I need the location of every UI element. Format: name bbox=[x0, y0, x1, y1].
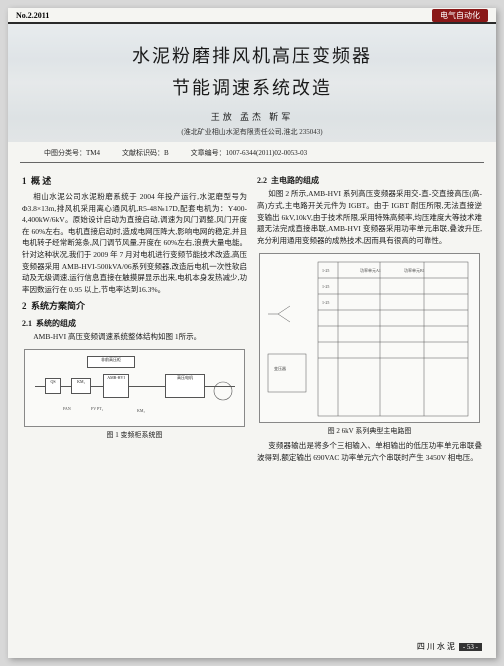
svg-text:1-25: 1-25 bbox=[322, 284, 329, 289]
figure-2-caption: 图 2 6kV 系列典型主电路图 bbox=[257, 426, 482, 437]
page-number: - 53 - bbox=[459, 643, 482, 651]
para-3: 如图 2 所示,AMB-HVI 系列高压变频器采用交-直-交直接高压(高-高)方… bbox=[257, 188, 482, 246]
title-line-1: 水泥粉磨排风机高压变频器 bbox=[8, 42, 496, 68]
affiliation: (淮北矿业相山水泥有限责任公司,淮北 235043) bbox=[8, 127, 496, 137]
title-line-2: 节能调速系统改造 bbox=[8, 74, 496, 100]
body-columns: 1 概 述 相山水泥公司水泥粉磨系统于 2004 年投产运行,水泥磨型号为 Φ3… bbox=[8, 163, 496, 464]
fig1-qs: QS bbox=[45, 378, 61, 394]
title-banner: 水泥粉磨排风机高压变频器 节能调速系统改造 王放 孟杰 靳军 (淮北矿业相山水泥… bbox=[8, 24, 496, 142]
article-id: 文章编号：1007-6344(2011)02-0053-03 bbox=[191, 148, 307, 158]
left-column: 1 概 述 相山水泥公司水泥粉磨系统于 2004 年投产运行,水泥磨型号为 Φ3… bbox=[22, 171, 247, 464]
authors: 王放 孟杰 靳军 bbox=[8, 110, 496, 123]
circuit-diagram-icon: 1-25 1-25 1-25 功率单元A1 功率单元B1 变压器 bbox=[260, 254, 479, 422]
fig1-fan: FAN bbox=[63, 406, 71, 412]
section-22-head: 2.2 主电路的组成 bbox=[257, 175, 482, 187]
para-4: 变频器输出是将多个三相输入、单相输出的低压功率单元串联叠波得到,额定输出 690… bbox=[257, 440, 482, 463]
fig1-pt: FV PT₁ bbox=[91, 406, 103, 412]
journal-name: 四 川 水 泥 bbox=[417, 642, 455, 651]
fig1-amb: AMB-HVI bbox=[103, 374, 129, 398]
para-2: AMB-HVI 高压变频调速系统整体结构如图 1所示。 bbox=[22, 331, 247, 343]
classification-row: 中图分类号：TM4 文献标识码：B 文章编号：1007-6344(2011)02… bbox=[20, 142, 484, 163]
fig1-box-top: 非前高压柜 bbox=[87, 356, 135, 368]
motor-icon bbox=[212, 380, 234, 402]
svg-text:功率单元B1: 功率单元B1 bbox=[404, 267, 425, 273]
figure-2: 1-25 1-25 1-25 功率单元A1 功率单元B1 变压器 bbox=[259, 253, 480, 423]
section-21-head: 2.1 系统的组成 bbox=[22, 318, 247, 330]
fig1-hv: 高压电机 bbox=[165, 374, 205, 398]
svg-text:功率单元A1: 功率单元A1 bbox=[360, 267, 381, 273]
svg-text:1-25: 1-25 bbox=[322, 300, 329, 305]
page-footer: 四 川 水 泥 - 53 - bbox=[417, 641, 482, 652]
figure-1: 非前高压柜 QS KM₁ AMB-HVI 高压电机 FAN FV PT₁ KM₂ bbox=[24, 349, 245, 427]
category-tag: 电气自动化 bbox=[432, 9, 488, 22]
clc-code: 中图分类号：TM4 bbox=[44, 148, 100, 158]
figure-1-caption: 图 1 变频柜系统图 bbox=[22, 430, 247, 441]
section-1-head: 1 概 述 bbox=[22, 175, 247, 189]
doc-code: 文献标识码：B bbox=[122, 148, 169, 158]
fig1-km2: KM₂ bbox=[137, 408, 145, 414]
right-column: 2.2 主电路的组成 如图 2 所示,AMB-HVI 系列高压变频器采用交-直-… bbox=[257, 171, 482, 464]
top-bar: No.2.2011 电气自动化 bbox=[8, 8, 496, 24]
section-2-head: 2 系统方案简介 bbox=[22, 300, 247, 314]
svg-text:1-25: 1-25 bbox=[322, 268, 329, 273]
issue-number: No.2.2011 bbox=[16, 11, 49, 20]
page: No.2.2011 电气自动化 水泥粉磨排风机高压变频器 节能调速系统改造 王放… bbox=[8, 8, 496, 658]
fig1-km1: KM₁ bbox=[71, 378, 91, 394]
svg-text:变压器: 变压器 bbox=[274, 365, 286, 371]
para-1: 相山水泥公司水泥粉磨系统于 2004 年投产运行,水泥磨型号为 Φ3.8×13m… bbox=[22, 191, 247, 296]
